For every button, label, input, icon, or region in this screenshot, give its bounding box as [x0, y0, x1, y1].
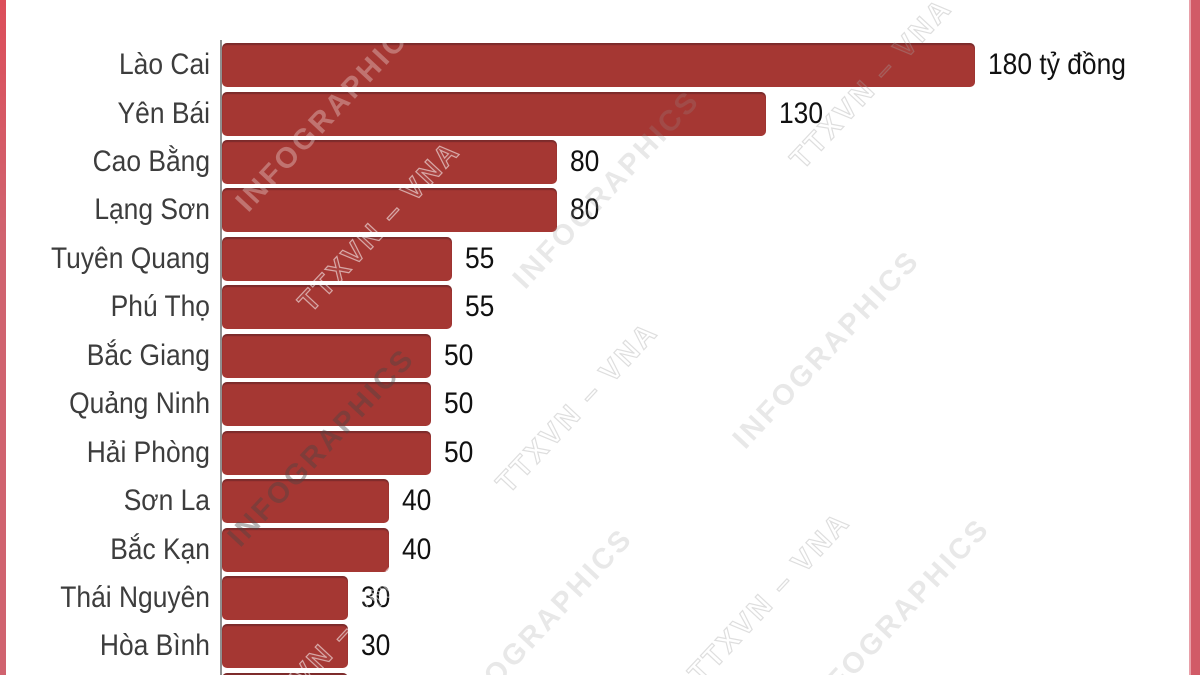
- category-label: Cao Bằng: [92, 144, 210, 178]
- watermark-text: TTXVN – VNA: [682, 505, 858, 675]
- value-label: 130: [779, 96, 824, 130]
- value-label: 50: [444, 387, 474, 421]
- bar: [222, 527, 390, 572]
- bar: [222, 333, 432, 378]
- category-label: Lào Cai: [119, 48, 210, 81]
- bar: [222, 430, 432, 475]
- value-label: 50: [444, 435, 474, 469]
- right-border-stripe: [1189, 0, 1200, 675]
- bar: [222, 285, 453, 330]
- watermark-text: INFOGRAPHICS: [439, 522, 640, 675]
- bar: [222, 624, 348, 669]
- watermark-text: TTXVN – VNA: [784, 0, 960, 176]
- value-label: 80: [569, 193, 600, 227]
- bar: [222, 91, 766, 136]
- bar: [222, 139, 557, 184]
- value-label: 30: [360, 629, 390, 663]
- value-label: 180 tỷ đồng: [988, 48, 1127, 81]
- y-axis-line: [220, 40, 222, 675]
- category-label: Phú Thọ: [110, 290, 210, 324]
- value-label: 40: [402, 484, 432, 518]
- value-label: 40: [402, 532, 432, 566]
- value-label: 55: [465, 241, 495, 275]
- bar: [222, 382, 432, 427]
- left-border-stripe: [0, 0, 6, 675]
- category-label: Yên Bái: [117, 96, 210, 130]
- bar: [222, 43, 976, 87]
- value-label: 55: [465, 290, 495, 324]
- partial-bar: [222, 672, 348, 675]
- bar: [222, 576, 348, 620]
- category-label: Bắc Giang: [86, 338, 210, 372]
- category-label: Hải Phòng: [86, 435, 210, 469]
- category-label: Hòa Bình: [99, 629, 210, 663]
- watermark-text: INFOGRAPHICS: [726, 244, 927, 456]
- bar: [222, 188, 557, 233]
- category-label: Sơn La: [123, 484, 210, 518]
- value-label: 80: [569, 144, 600, 178]
- category-label: Bắc Kạn: [110, 532, 210, 566]
- value-label: 50: [444, 338, 474, 372]
- watermark-text: INFOGRAPHICS: [796, 512, 997, 675]
- bar: [222, 236, 453, 281]
- category-label: Lạng Sơn: [94, 193, 210, 227]
- category-label: Tuyên Quang: [50, 241, 210, 275]
- watermark-text: TTXVN – VNA: [490, 315, 666, 500]
- bar: [222, 479, 390, 524]
- value-label: 30: [360, 581, 390, 614]
- category-label: Quảng Ninh: [69, 387, 210, 421]
- category-label: Thái Nguyên: [60, 581, 211, 614]
